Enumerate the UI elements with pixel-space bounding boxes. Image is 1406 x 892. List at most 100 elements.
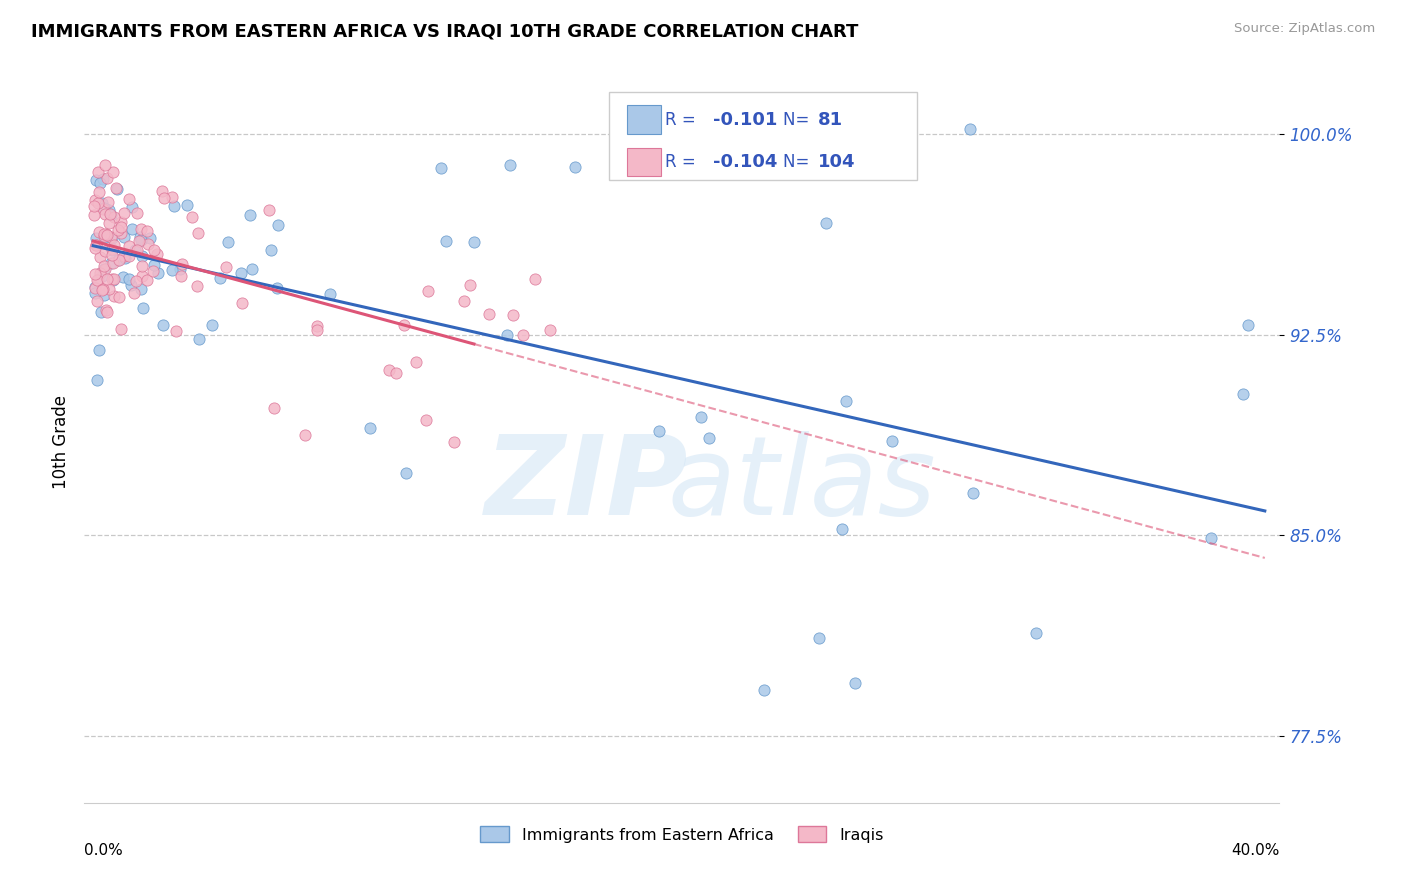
- Point: [98, 216, 121, 230]
- Point: [91, 196, 114, 211]
- Point: [135, 273, 157, 287]
- Point: [103, 238, 125, 252]
- Point: [118, 249, 141, 263]
- Point: [392, 318, 415, 333]
- Point: [136, 224, 159, 238]
- Point: [100, 256, 122, 270]
- Point: [91, 269, 114, 284]
- Point: [93, 227, 115, 241]
- Point: [458, 278, 481, 293]
- Point: [94, 229, 117, 244]
- Point: [91, 202, 114, 216]
- Point: [170, 269, 193, 284]
- Point: [305, 318, 328, 333]
- Point: [90, 283, 112, 297]
- Point: [118, 239, 141, 253]
- Point: [96, 227, 118, 242]
- Point: [512, 328, 534, 343]
- Point: [131, 269, 153, 284]
- Point: [84, 268, 107, 282]
- Point: [163, 199, 186, 213]
- Point: [153, 191, 176, 205]
- Point: [835, 393, 858, 408]
- Point: [93, 260, 115, 274]
- Point: [89, 250, 111, 264]
- Point: [142, 258, 165, 272]
- Point: [84, 193, 107, 207]
- Point: [359, 421, 381, 435]
- Point: [880, 434, 903, 448]
- Point: [186, 278, 208, 293]
- Text: IMMIGRANTS FROM EASTERN AFRICA VS IRAQI 10TH GRADE CORRELATION CHART: IMMIGRANTS FROM EASTERN AFRICA VS IRAQI …: [31, 22, 858, 40]
- Point: [108, 291, 131, 305]
- Point: [98, 281, 121, 295]
- Point: [165, 324, 187, 338]
- Y-axis label: 10th Grade: 10th Grade: [52, 394, 70, 489]
- Text: N=: N=: [783, 111, 814, 128]
- Point: [648, 424, 671, 438]
- Point: [90, 305, 112, 319]
- Point: [93, 228, 115, 243]
- Text: N=: N=: [783, 153, 814, 171]
- Text: 0.0%: 0.0%: [84, 843, 124, 858]
- Point: [107, 252, 129, 267]
- Point: [93, 287, 115, 301]
- Point: [86, 237, 108, 252]
- Point: [101, 231, 124, 245]
- Text: Source: ZipAtlas.com: Source: ZipAtlas.com: [1234, 22, 1375, 36]
- Point: [815, 216, 838, 230]
- Point: [111, 270, 134, 285]
- Point: [415, 413, 437, 427]
- Point: [94, 244, 117, 258]
- Point: [231, 296, 253, 310]
- Text: 104: 104: [818, 153, 856, 171]
- Point: [240, 261, 263, 276]
- Point: [152, 318, 174, 333]
- Point: [430, 161, 453, 175]
- Point: [162, 190, 184, 204]
- Point: [169, 261, 191, 276]
- Point: [96, 303, 118, 318]
- Point: [83, 207, 105, 221]
- Point: [101, 248, 124, 262]
- Point: [91, 172, 114, 186]
- Point: [110, 219, 132, 234]
- Text: -0.101: -0.101: [713, 111, 778, 128]
- Point: [93, 282, 115, 296]
- Point: [101, 243, 124, 257]
- Point: [125, 243, 148, 257]
- Text: atlas: atlas: [666, 432, 936, 539]
- Point: [139, 231, 162, 245]
- Point: [266, 281, 288, 295]
- Point: [394, 466, 416, 480]
- Point: [478, 307, 501, 321]
- Point: [103, 210, 125, 224]
- Point: [83, 280, 105, 294]
- Point: [105, 182, 128, 196]
- Point: [129, 233, 152, 247]
- Point: [100, 208, 122, 222]
- Point: [93, 201, 115, 215]
- Point: [208, 271, 231, 285]
- Point: [499, 158, 522, 172]
- Point: [89, 176, 111, 190]
- Text: 40.0%: 40.0%: [1232, 843, 1279, 858]
- Point: [1237, 318, 1260, 333]
- Point: [122, 286, 145, 301]
- Point: [103, 272, 125, 286]
- Point: [201, 318, 224, 332]
- Point: [84, 281, 107, 295]
- Point: [87, 273, 110, 287]
- Point: [844, 676, 866, 690]
- Point: [87, 226, 110, 240]
- Point: [101, 273, 124, 287]
- Point: [808, 632, 831, 646]
- Point: [124, 243, 146, 257]
- Point: [378, 363, 401, 377]
- Point: [84, 173, 107, 187]
- Point: [307, 323, 329, 337]
- Point: [257, 203, 280, 218]
- Point: [121, 222, 143, 236]
- Point: [136, 236, 159, 251]
- Point: [959, 122, 981, 136]
